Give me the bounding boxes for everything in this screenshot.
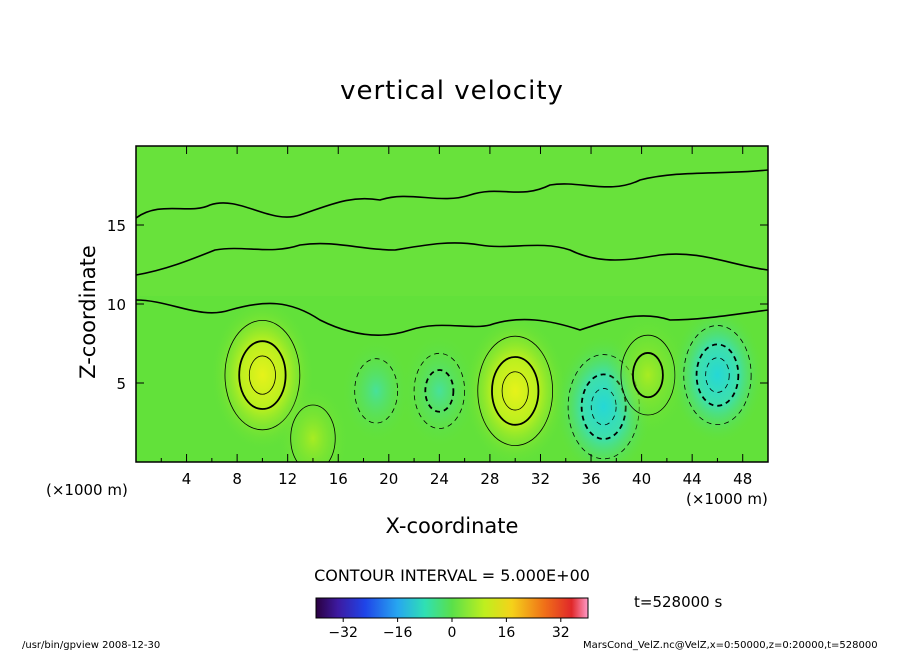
x-tick-label: 40 xyxy=(632,470,651,488)
zero-contour-upper xyxy=(136,169,768,219)
upper-layer-shade xyxy=(136,146,768,296)
velocity-cell-7 xyxy=(670,306,765,444)
footer-right-text: MarsCond_VelZ.nc@VelZ,x=0:50000,z=0:2000… xyxy=(583,640,878,651)
x-tick-label: 44 xyxy=(683,470,702,488)
time-label: t=528000 s xyxy=(634,593,723,611)
x-tick-label: 28 xyxy=(480,470,499,488)
chart-title: vertical velocity xyxy=(340,76,564,106)
velocity-cell-3 xyxy=(400,332,479,449)
zero-contour-lower xyxy=(136,299,768,336)
x-tick-label: 20 xyxy=(379,470,398,488)
y-tick-label: 15 xyxy=(107,217,126,235)
y-axis-label: Z-coordinate xyxy=(76,245,100,379)
x-tick-label: 8 xyxy=(232,470,242,488)
x-tick-label: 4 xyxy=(182,470,192,488)
colorbar-tick-label: −32 xyxy=(328,625,358,641)
x-tick-label: 12 xyxy=(278,470,297,488)
x-tick-label: 36 xyxy=(581,470,600,488)
x-tick-label: 32 xyxy=(531,470,550,488)
x-tick-label: 48 xyxy=(733,470,752,488)
colorbar xyxy=(315,597,589,619)
velocity-cell-2 xyxy=(341,338,412,444)
velocity-cell-1 xyxy=(276,383,350,462)
zero-contour-middle xyxy=(136,242,768,276)
colorbar-tick-label: −16 xyxy=(383,625,413,641)
contour-interval-label: CONTOUR INTERVAL = 5.000E+00 xyxy=(314,566,590,585)
y-tick-label: 10 xyxy=(107,296,126,314)
velocity-cell-4 xyxy=(463,314,568,462)
y-tick-label: 5 xyxy=(116,375,126,393)
x-axis-label: X-coordinate xyxy=(385,514,519,538)
colorbar-tick-label: 32 xyxy=(552,625,570,641)
x-tick-label: 16 xyxy=(329,470,348,488)
x-unit-label-right: (×1000 m) xyxy=(686,490,768,508)
x-tick-label: 24 xyxy=(430,470,449,488)
colorbar-tick-label: 0 xyxy=(448,625,457,641)
x-unit-label-left: (×1000 m) xyxy=(46,481,128,499)
footer-left-text: /usr/bin/gpview 2008-12-30 xyxy=(22,640,161,651)
colorbar-tick-label: 16 xyxy=(497,625,515,641)
velocity-cell-6 xyxy=(606,313,690,437)
